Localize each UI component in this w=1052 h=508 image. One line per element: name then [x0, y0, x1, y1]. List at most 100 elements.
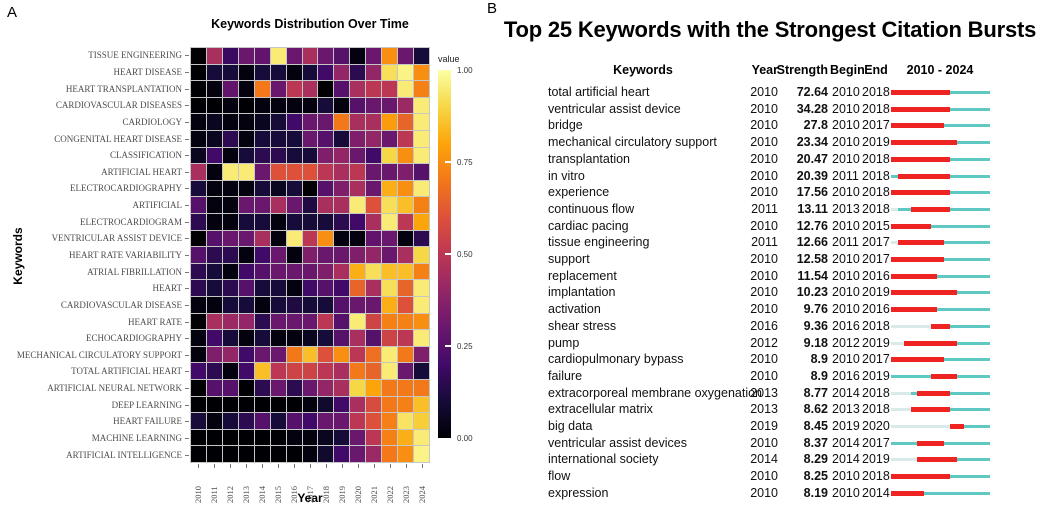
timeline-active-segment: [950, 324, 990, 328]
burst-begin: 2010: [832, 151, 860, 166]
burst-begin: 2010: [832, 252, 860, 266]
burst-keyword: extracorporeal membrane oxygenation: [548, 385, 763, 400]
heatmap-row-label: HEART: [152, 283, 182, 294]
heatmap-cell: [206, 380, 222, 396]
heatmap-cell: [350, 380, 366, 396]
burst-end: 2018: [862, 101, 890, 116]
heatmap-cell: [414, 413, 429, 429]
y-tick: [185, 438, 189, 440]
heatmap-cell: [302, 214, 318, 230]
heatmap-cell: [366, 346, 382, 363]
heatmap-cell: [191, 263, 206, 280]
heatmap-cell: [398, 164, 414, 180]
heatmap-cell: [286, 81, 302, 97]
heatmap-row-label: CARDIOVASCULAR DISEASE: [60, 299, 182, 310]
heatmap-cell: [334, 363, 350, 379]
burst-begin: 2011: [832, 235, 859, 250]
heatmap-cell: [254, 396, 270, 413]
heatmap-cell: [382, 197, 398, 213]
heatmap-cell: [366, 131, 382, 147]
heatmap-cell: [302, 380, 318, 396]
heatmap-cell: [302, 180, 318, 197]
y-tick: [185, 388, 189, 390]
heatmap-row-label: CONGENITAL HEART DISEASE: [54, 133, 182, 144]
heatmap-cell: [414, 263, 429, 280]
heatmap-cell: [222, 363, 238, 379]
heatmap-cell: [222, 64, 238, 81]
heatmap-cell: [382, 214, 398, 230]
heatmap-cell: [382, 64, 398, 81]
heatmap-cell: [238, 147, 254, 164]
heatmap-cell: [286, 280, 302, 296]
heatmap-cell: [382, 263, 398, 280]
timeline-active-segment: [910, 391, 918, 395]
x-tick: [246, 464, 247, 468]
heatmap-cell: [270, 346, 286, 363]
burst-begin: 2013: [832, 201, 860, 216]
burst-timeline: [891, 134, 990, 151]
heatmap-cell: [286, 214, 302, 230]
burst-strength: 13.11: [797, 201, 828, 216]
timeline-active-segment: [943, 441, 990, 445]
burst-end: 2014: [862, 485, 890, 500]
burst-end: 2018: [862, 469, 890, 484]
heatmap-row-label: DEEP LEARNING: [111, 399, 182, 410]
burst-begin: 2010: [832, 302, 860, 317]
heatmap-cell: [238, 64, 254, 81]
x-tick: [326, 464, 327, 468]
heatmap-cell: [398, 346, 414, 363]
legend-tick: [445, 345, 451, 347]
heatmap-cell: [191, 164, 206, 180]
heatmap-cell: [254, 346, 270, 363]
burst-timeline: [891, 435, 990, 452]
heatmap-cell: [206, 330, 222, 346]
heatmap-col-label: 2023: [401, 486, 411, 503]
heatmap-cell: [334, 429, 350, 446]
heatmap-cell: [366, 214, 382, 230]
x-tick: [310, 464, 311, 468]
heatmap-cell: [382, 114, 398, 130]
burst-year: 2011: [751, 201, 778, 216]
heatmap-cell: [382, 280, 398, 296]
heatmap-cell: [206, 180, 222, 197]
heatmap-cell: [254, 446, 270, 462]
burst-year: 2014: [750, 452, 778, 467]
heatmap-cell: [254, 214, 270, 230]
y-tick: [185, 105, 189, 107]
burst-keyword: support: [548, 252, 590, 266]
heatmap-cell: [222, 97, 238, 114]
heatmap-row-label: ATRIAL FIBRILLATION: [87, 266, 182, 277]
heatmap-cell: [286, 396, 302, 413]
heatmap-cell: [206, 396, 222, 413]
legend-tick-label: 1.00: [457, 65, 473, 75]
heatmap-cell: [366, 197, 382, 213]
legend-tick: [445, 253, 451, 255]
timeline-active-segment: [950, 174, 990, 178]
heatmap-cell: [334, 48, 350, 64]
heatmap-cell: [398, 429, 414, 446]
timeline-active-segment: [963, 425, 990, 428]
heatmap-cell: [302, 413, 318, 429]
heatmap-cell: [414, 429, 429, 446]
heatmap-cell: [254, 164, 270, 180]
burst-end: 2017: [862, 252, 890, 266]
heatmap-cell: [286, 363, 302, 379]
heatmap-cell: [238, 247, 254, 263]
timeline-burst-segment: [910, 206, 951, 212]
heatmap-cell: [270, 446, 286, 462]
heatmap-cell: [222, 180, 238, 197]
heatmap-cell: [238, 313, 254, 330]
heatmap-row-label: TISSUE ENGINEERING: [88, 50, 182, 61]
timeline-active-segment: [950, 191, 990, 195]
burst-begin: 2010: [832, 218, 860, 233]
heatmap-cell: [206, 81, 222, 97]
burst-begin: 2014: [832, 385, 860, 400]
column-header-range: 2010 - 2024: [906, 63, 974, 77]
heatmap-cell: [366, 114, 382, 130]
timeline-active-segment: [950, 475, 990, 479]
y-tick: [185, 155, 189, 157]
burst-year: 2010: [750, 302, 778, 317]
heatmap-cell: [302, 64, 318, 81]
heatmap-cell: [238, 346, 254, 363]
timeline-pre-segment: [891, 207, 898, 211]
